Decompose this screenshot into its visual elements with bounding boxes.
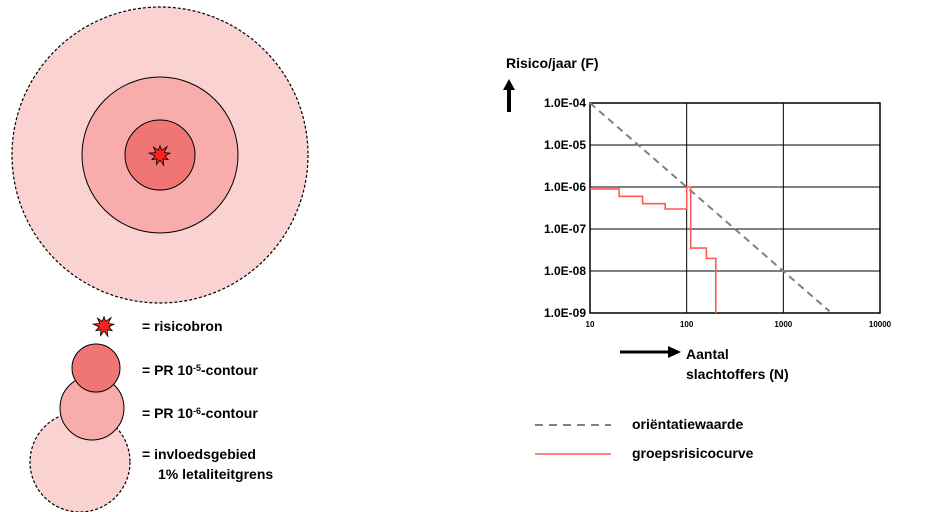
chart-legend-swatches <box>535 424 611 455</box>
legend-pr5-swatch <box>71 343 121 393</box>
plot-frame <box>589 102 881 314</box>
x-tick-label: 10 <box>586 320 595 329</box>
legend-pr6-label: = PR 10-6-contour <box>142 405 258 421</box>
x-axis-title-line2: slachtoffers (N) <box>686 366 789 382</box>
y-tick-label: 1.0E-06 <box>544 180 586 194</box>
x-axis-title-line1: Aantal <box>686 346 729 362</box>
series-line-groepsrisicocurve <box>590 186 717 313</box>
y-tick-label: 1.0E-04 <box>544 96 586 110</box>
legend-impact-label-line2: 1% letaliteitgrens <box>158 466 274 482</box>
legend-source-label: = risicobron <box>142 318 223 334</box>
risk-source-icon <box>147 144 172 167</box>
risk-contour-diagram <box>11 6 309 512</box>
y-axis-title: Risico/jaar (F) <box>506 55 599 71</box>
fn-chart: 1.0E-04 1.0E-05 1.0E-06 1.0E-07 1.0E-08 1.0E-… <box>544 96 892 329</box>
y-tick-label: 1.0E-07 <box>544 222 586 236</box>
legend-source-icon <box>91 315 116 338</box>
x-tick-label: 1000 <box>774 320 792 329</box>
legend-pr5-label: = PR 10-5-contour <box>142 362 258 378</box>
y-tick-label: 1.0E-05 <box>544 138 586 152</box>
series-line-orientatiewaarde <box>589 102 831 313</box>
x-tick-label: 10000 <box>869 320 892 329</box>
legend-label-groepsrisicocurve: groepsrisicocurve <box>632 445 754 461</box>
y-axis-arrow-icon <box>503 79 515 112</box>
y-tick-label: 1.0E-08 <box>544 264 586 278</box>
legend-label-orientatiewaarde: oriëntatiewaarde <box>632 416 744 432</box>
y-tick-label: 1.0E-09 <box>544 306 586 320</box>
x-tick-label: 100 <box>680 320 694 329</box>
x-axis-arrow-icon <box>620 346 681 358</box>
legend-impact-label-line1: = invloedsgebied <box>142 446 256 462</box>
